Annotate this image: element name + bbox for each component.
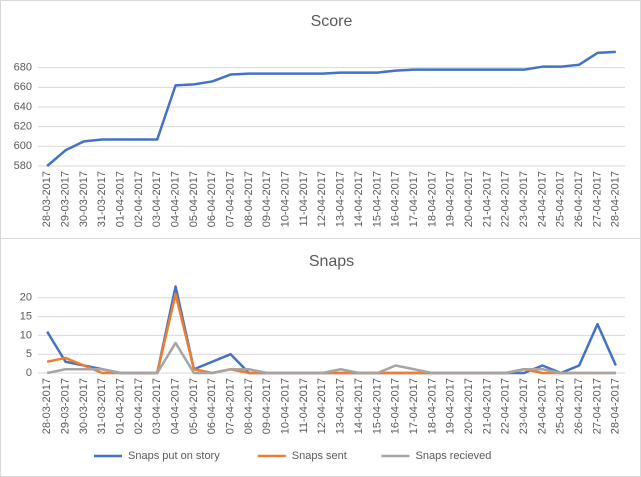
x-tick-label: 16-04-2017 — [390, 378, 402, 434]
x-tick-label: 18-04-2017 — [426, 378, 438, 434]
y-tick-label: 580 — [14, 160, 32, 172]
x-tick-label: 11-04-2017 — [298, 378, 310, 433]
x-tick-label: 11-04-2017 — [298, 171, 310, 226]
x-tick-label: 27-04-2017 — [591, 171, 603, 227]
x-tick-label: 17-04-2017 — [408, 378, 420, 434]
x-tick-label: 24-04-2017 — [536, 378, 548, 434]
x-tick-label: 28-04-2017 — [610, 171, 622, 227]
y-tick-label: 20 — [20, 292, 32, 304]
x-tick-label: 22-04-2017 — [500, 171, 512, 227]
x-tick-label: 03-04-2017 — [151, 378, 163, 434]
x-tick-label: 08-04-2017 — [243, 378, 255, 434]
x-tick-label: 12-04-2017 — [316, 378, 328, 434]
x-tick-label: 16-04-2017 — [390, 171, 402, 227]
x-tick-label: 06-04-2017 — [206, 378, 218, 434]
y-tick-label: 660 — [14, 81, 32, 93]
chart-title: Score — [311, 13, 353, 30]
x-tick-label: 30-03-2017 — [78, 378, 90, 434]
x-tick-label: 19-04-2017 — [445, 171, 457, 227]
x-tick-label: 24-04-2017 — [536, 171, 548, 227]
y-tick-label: 680 — [14, 62, 32, 74]
x-tick-label: 29-03-2017 — [59, 171, 71, 227]
x-tick-label: 05-04-2017 — [188, 171, 200, 227]
x-tick-label: 02-04-2017 — [133, 171, 145, 227]
x-tick-label: 29-03-2017 — [59, 378, 71, 434]
x-tick-label: 21-04-2017 — [481, 171, 493, 227]
x-tick-label: 15-04-2017 — [371, 378, 383, 434]
x-tick-label: 04-04-2017 — [169, 171, 181, 227]
chart-title: Snaps — [309, 253, 354, 270]
x-tick-label: 13-04-2017 — [335, 171, 347, 227]
x-tick-label: 01-04-2017 — [114, 171, 126, 227]
x-tick-label: 14-04-2017 — [353, 378, 365, 434]
x-tick-label: 18-04-2017 — [426, 171, 438, 227]
x-tick-label: 20-04-2017 — [463, 171, 475, 227]
x-tick-label: 31-03-2017 — [96, 378, 108, 434]
x-tick-label: 10-04-2017 — [280, 378, 292, 434]
x-tick-label: 07-04-2017 — [225, 378, 237, 434]
x-tick-label: 04-04-2017 — [169, 378, 181, 434]
x-tick-label: 23-04-2017 — [518, 378, 530, 434]
y-tick-label: 15 — [20, 311, 32, 323]
legend-label: Snaps put on story — [128, 450, 220, 462]
y-tick-label: 0 — [26, 367, 32, 379]
y-tick-label: 620 — [14, 121, 32, 133]
x-tick-label: 20-04-2017 — [463, 378, 475, 434]
y-tick-label: 10 — [20, 329, 32, 341]
x-tick-label: 03-04-2017 — [151, 171, 163, 227]
x-tick-label: 08-04-2017 — [243, 171, 255, 227]
x-tick-label: 26-04-2017 — [573, 171, 585, 227]
x-tick-label: 01-04-2017 — [114, 378, 126, 434]
x-tick-label: 09-04-2017 — [261, 171, 273, 227]
x-tick-label: 31-03-2017 — [96, 171, 108, 227]
series-line — [46, 341, 616, 375]
x-tick-label: 06-04-2017 — [206, 171, 218, 227]
x-tick-label: 05-04-2017 — [188, 378, 200, 434]
x-tick-label: 25-04-2017 — [555, 378, 567, 434]
x-tick-label: 26-04-2017 — [573, 378, 585, 434]
x-tick-label: 02-04-2017 — [133, 378, 145, 434]
x-tick-label: 28-04-2017 — [610, 378, 622, 434]
y-tick-label: 5 — [26, 348, 32, 360]
x-tick-label: 21-04-2017 — [481, 378, 493, 434]
x-tick-label: 15-04-2017 — [371, 171, 383, 227]
y-tick-label: 600 — [14, 140, 32, 152]
x-tick-label: 30-03-2017 — [78, 171, 90, 227]
x-tick-label: 07-04-2017 — [225, 171, 237, 227]
x-tick-label: 09-04-2017 — [261, 378, 273, 434]
x-tick-label: 17-04-2017 — [408, 171, 420, 227]
legend-label: Snaps sent — [292, 450, 347, 462]
legend-label: Snaps recieved — [416, 450, 492, 462]
x-tick-label: 13-04-2017 — [335, 378, 347, 434]
x-tick-label: 23-04-2017 — [518, 171, 530, 227]
y-tick-label: 640 — [14, 101, 32, 113]
x-tick-label: 25-04-2017 — [555, 171, 567, 227]
x-tick-label: 28-03-2017 — [41, 171, 53, 227]
x-tick-label: 28-03-2017 — [41, 378, 53, 434]
series-line — [46, 50, 616, 167]
x-tick-label: 12-04-2017 — [316, 171, 328, 227]
x-tick-label: 19-04-2017 — [445, 378, 457, 434]
x-tick-label: 27-04-2017 — [591, 378, 603, 434]
x-tick-label: 10-04-2017 — [280, 171, 292, 227]
x-tick-label: 22-04-2017 — [500, 378, 512, 434]
x-tick-label: 14-04-2017 — [353, 171, 365, 227]
